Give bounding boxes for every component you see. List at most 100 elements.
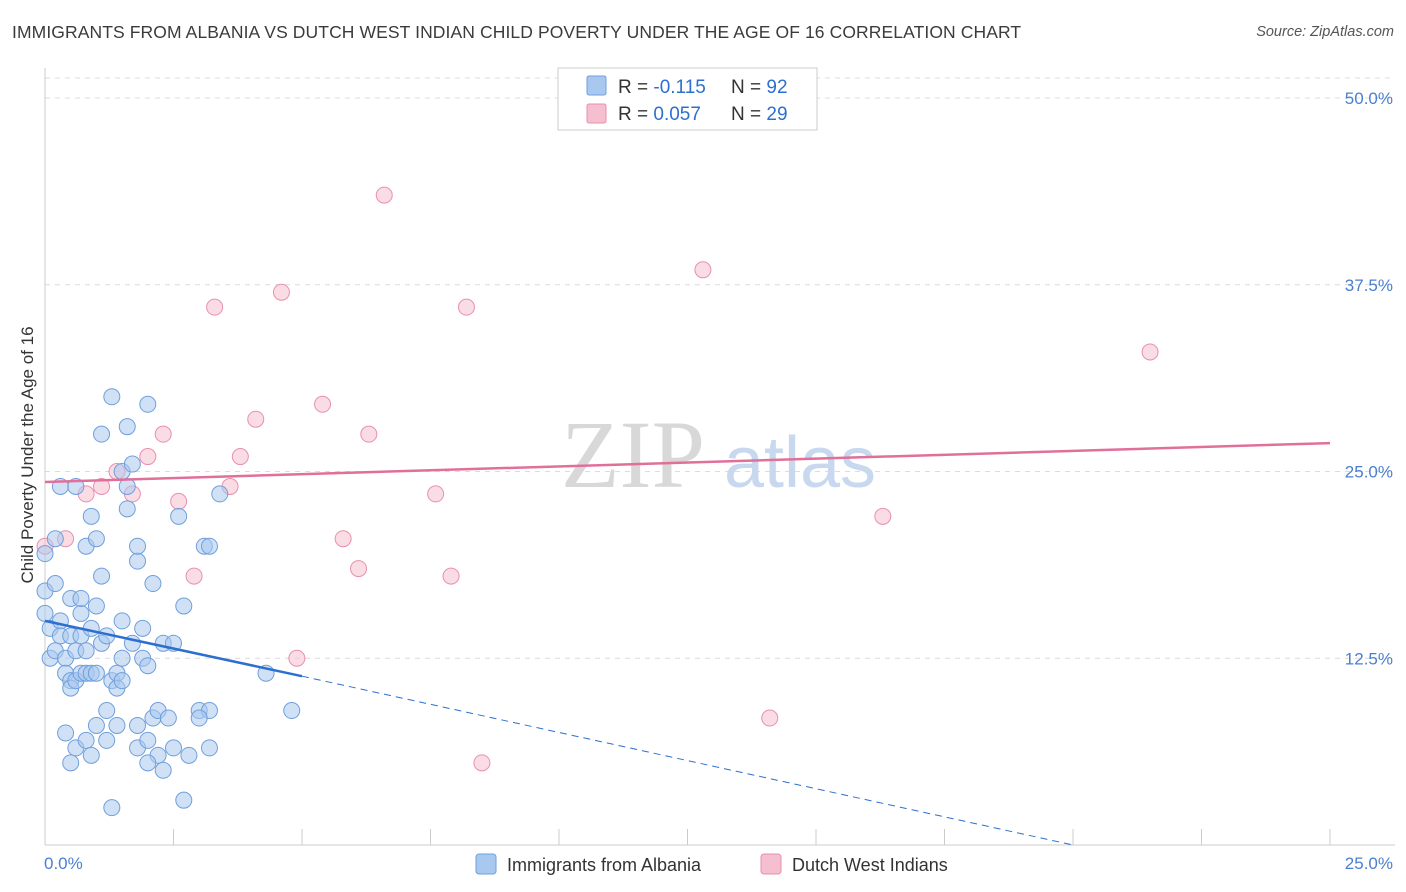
blue-point-56 [123,455,141,473]
blue-point-77 [175,791,193,809]
blue-point-42 [98,731,116,749]
blue-point-66 [144,575,162,593]
pink-point-13 [247,410,265,428]
legend-n-value-1: 92 [766,77,787,98]
blue-point-72 [159,709,177,727]
series-legend-swatch-blue [475,853,497,875]
pink-point-8 [170,492,188,510]
pink-point-19 [360,425,378,443]
series-legend-swatch-pink [760,853,782,875]
legend-n-label-1: N = [731,77,766,98]
pink-point-20 [375,186,393,204]
series-immigrants-from-albania [36,388,301,817]
y-tick-labels: 12.5% 25.0% 37.5% 50.0% [1345,89,1393,668]
blue-point-34 [87,530,105,548]
blue-point-78 [180,746,198,764]
pink-point-14 [272,283,290,301]
chart-title: IMMIGRANTS FROM ALBANIA VS DUTCH WEST IN… [12,22,1022,42]
legend-r-label-2: R = [618,104,653,125]
blue-point-31 [82,507,100,525]
pink-point-23 [457,298,475,316]
blue-point-41 [98,702,116,720]
blue-trend-extension [301,675,1074,846]
legend-row-2: R = 0.057 [618,104,701,125]
series-legend: Immigrants from Albania Dutch West India… [475,853,948,875]
legend-r-label-1: R = [618,77,653,98]
trend-lines [44,441,1331,846]
blue-point-82 [200,537,218,555]
blue-point-38 [93,567,111,585]
blue-point-45 [103,799,121,817]
y-tick-label-0: 12.5% [1345,649,1393,668]
blue-point-2 [36,604,54,622]
blue-point-17 [62,754,80,772]
pink-point-24 [473,754,491,772]
blue-point-43 [103,388,121,406]
pink-point-3 [93,477,111,495]
series-legend-label-blue: Immigrants from Albania [507,855,702,875]
blue-point-65 [139,731,157,749]
blue-point-54 [118,500,136,518]
legend-r-value-2: 0.057 [653,104,701,125]
blue-point-36 [87,716,105,734]
pink-point-15 [288,649,306,667]
x-tick-label-max: 25.0% [1345,854,1393,873]
blue-point-76 [175,597,193,615]
blue-point-52 [113,649,131,667]
blue-point-51 [113,672,131,690]
blue-point-6 [46,530,64,548]
blue-point-50 [113,612,131,630]
pink-trend-line [44,441,1331,484]
blue-point-28 [77,642,95,660]
blue-point-83 [200,739,218,757]
pink-point-18 [350,560,368,578]
blue-point-7 [46,575,64,593]
series-legend-label-pink: Dutch West Indians [792,855,948,875]
blue-point-48 [108,716,126,734]
pink-point-22 [442,567,460,585]
x-tick-label-min: 0.0% [44,854,83,873]
y-axis-title: Child Poverty Under the Age of 16 [18,326,37,583]
blue-point-30 [77,731,95,749]
y-tick-label-3: 50.0% [1345,89,1393,108]
blue-point-37 [87,597,105,615]
pink-point-21 [427,485,445,503]
source-label: Source: ZipAtlas.com [1256,24,1394,40]
y-tick-label-2: 37.5% [1345,276,1393,295]
legend-r-value-1: -0.115 [653,77,705,98]
blue-point-64 [139,657,157,675]
watermark-atlas: atlas [724,423,876,503]
pink-point-26 [761,709,779,727]
axes [44,68,1395,846]
blue-point-58 [129,552,147,570]
blue-point-25 [72,589,90,607]
correlation-legend: R = -0.115 N = 92 R = 0.057 N = 29 [557,67,818,131]
pink-point-27 [874,507,892,525]
blue-point-63 [139,395,157,413]
blue-point-22 [67,477,85,495]
blue-point-90 [283,702,301,720]
blue-point-84 [211,485,229,503]
watermark-zip: ZIP [561,401,705,508]
x-tick-labels: 0.0% 25.0% [44,854,1393,873]
blue-point-87 [82,746,100,764]
pink-point-28 [1141,343,1159,361]
blue-point-61 [134,619,152,637]
legend-n-value-2: 29 [766,104,787,125]
pink-point-17 [334,530,352,548]
blue-point-0 [36,545,54,563]
legend-swatch-pink [586,103,607,124]
blue-point-74 [165,739,182,757]
blue-point-35 [87,664,105,682]
blue-point-71 [154,761,172,779]
blue-point-86 [139,754,157,772]
y-tick-label-1: 25.0% [1345,463,1393,482]
blue-trend-line [44,619,303,678]
blue-point-75 [170,507,188,525]
pink-point-16 [314,395,332,413]
legend-swatch-blue [586,75,607,96]
pink-point-10 [206,298,224,316]
pink-point-6 [139,448,157,466]
grid-lines [45,77,1395,659]
pink-point-7 [154,425,172,443]
